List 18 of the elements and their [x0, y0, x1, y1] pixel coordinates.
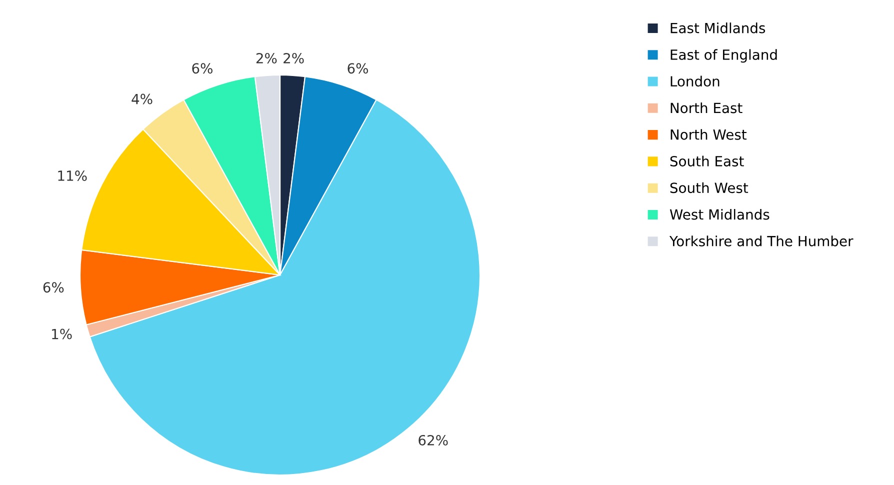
- data-label: 6%: [192, 63, 212, 74]
- legend-label: West Midlands: [670, 208, 770, 220]
- legend-label: South East: [670, 156, 744, 166]
- data-label: 2%: [284, 52, 304, 64]
- data-label: 2%: [256, 52, 277, 64]
- data-label: 6%: [43, 282, 64, 293]
- data-label: 4%: [132, 94, 152, 104]
- legend-label: East of England: [670, 49, 777, 63]
- data-label: 6%: [348, 63, 368, 74]
- data-label: 62%: [418, 434, 448, 446]
- legend-label: Yorkshire and The Humber: [669, 236, 854, 246]
- legend-label: London: [670, 76, 720, 87]
- legend-label: East Midlands: [670, 22, 766, 34]
- legend-label: South West: [670, 182, 748, 194]
- data-label: 1%: [52, 328, 72, 340]
- legend-label: North West: [670, 129, 747, 140]
- data-label: 11%: [58, 170, 87, 181]
- legend-label: North East: [670, 102, 742, 114]
